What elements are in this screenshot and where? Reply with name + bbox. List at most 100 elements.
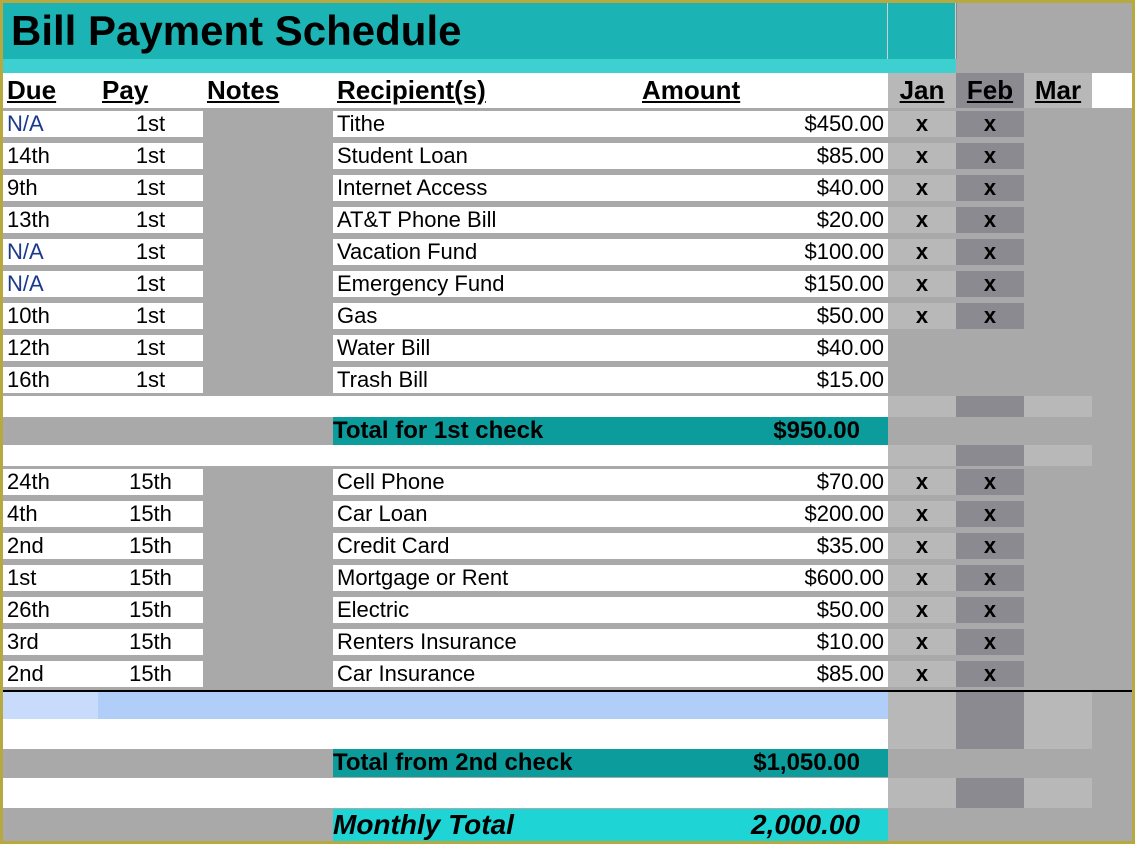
amount-cell[interactable]: $70.00 (638, 469, 888, 495)
feb-cell[interactable]: x (956, 271, 1024, 297)
page-title: Bill Payment Schedule (3, 3, 888, 59)
recipient-cell[interactable]: Gas (333, 303, 638, 329)
jan-cell[interactable]: x (888, 533, 956, 559)
jan-cell[interactable]: x (888, 239, 956, 265)
recipient-cell[interactable]: Car Insurance (333, 661, 638, 687)
pay-cell[interactable]: 15th (98, 501, 203, 527)
amount-cell[interactable]: $85.00 (638, 143, 888, 169)
jan-cell[interactable]: x (888, 175, 956, 201)
feb-cell[interactable]: x (956, 207, 1024, 233)
amount-cell[interactable]: $600.00 (638, 565, 888, 591)
title-row: Bill Payment Schedule (3, 3, 1132, 59)
pay-cell[interactable]: 1st (98, 271, 203, 297)
pay-cell[interactable]: 1st (98, 111, 203, 137)
due-cell[interactable]: 24th (3, 469, 98, 495)
amount-cell[interactable]: $10.00 (638, 629, 888, 655)
jan-cell[interactable]: x (888, 111, 956, 137)
pay-cell[interactable]: 1st (98, 143, 203, 169)
feb-cell[interactable]: x (956, 661, 1024, 687)
amount-cell[interactable]: $35.00 (638, 533, 888, 559)
due-cell[interactable]: N/A (3, 239, 98, 265)
feb-cell[interactable]: x (956, 501, 1024, 527)
due-cell[interactable]: 4th (3, 501, 98, 527)
amount-cell[interactable]: $150.00 (638, 271, 888, 297)
recipient-cell[interactable]: Student Loan (333, 143, 638, 169)
due-cell[interactable]: N/A (3, 271, 98, 297)
amount-cell[interactable]: $200.00 (638, 501, 888, 527)
due-cell[interactable]: 14th (3, 143, 98, 169)
recipient-cell[interactable]: Trash Bill (333, 367, 638, 393)
recipient-cell[interactable]: Electric (333, 597, 638, 623)
recipient-cell[interactable]: Credit Card (333, 533, 638, 559)
pay-cell[interactable]: 15th (98, 629, 203, 655)
table-row: 16th1st Trash Bill$15.00 (3, 364, 1132, 396)
due-cell[interactable]: 12th (3, 335, 98, 361)
recipient-cell[interactable]: Internet Access (333, 175, 638, 201)
table-row: 9th1stInternet Access$40.00xx (3, 172, 1132, 204)
amount-cell[interactable]: $100.00 (638, 239, 888, 265)
due-cell[interactable]: 10th (3, 303, 98, 329)
recipient-cell[interactable]: Mortgage or Rent (333, 565, 638, 591)
due-cell[interactable]: 13th (3, 207, 98, 233)
due-cell[interactable]: 26th (3, 597, 98, 623)
recipient-cell[interactable]: Emergency Fund (333, 271, 638, 297)
pay-cell[interactable]: 1st (98, 367, 203, 393)
amount-cell[interactable]: $50.00 (638, 303, 888, 329)
pay-cell[interactable]: 1st (98, 207, 203, 233)
recipient-cell[interactable]: AT&T Phone Bill (333, 207, 638, 233)
feb-cell[interactable]: x (956, 175, 1024, 201)
monthly-amount: 2,000.00 (638, 809, 888, 841)
jan-cell[interactable]: x (888, 469, 956, 495)
recipient-cell[interactable]: Vacation Fund (333, 239, 638, 265)
feb-cell[interactable]: x (956, 597, 1024, 623)
jan-cell[interactable]: x (888, 303, 956, 329)
teal-spacer-row (3, 59, 1132, 73)
jan-cell[interactable]: x (888, 661, 956, 687)
jan-cell[interactable]: x (888, 207, 956, 233)
amount-cell[interactable]: $40.00 (638, 175, 888, 201)
table-row: N/A1stEmergency Fund$150.00xx (3, 268, 1132, 300)
pay-cell[interactable]: 1st (98, 175, 203, 201)
jan-cell[interactable]: x (888, 629, 956, 655)
jan-cell[interactable]: x (888, 271, 956, 297)
pay-cell[interactable]: 15th (98, 533, 203, 559)
pay-cell[interactable]: 15th (98, 597, 203, 623)
due-cell[interactable]: N/A (3, 111, 98, 137)
feb-cell[interactable]: x (956, 533, 1024, 559)
feb-cell[interactable]: x (956, 143, 1024, 169)
due-cell[interactable]: 3rd (3, 629, 98, 655)
jan-cell[interactable]: x (888, 597, 956, 623)
recipient-cell[interactable]: Renters Insurance (333, 629, 638, 655)
due-cell[interactable]: 9th (3, 175, 98, 201)
recipient-cell[interactable]: Car Loan (333, 501, 638, 527)
jan-cell[interactable]: x (888, 143, 956, 169)
amount-cell[interactable]: $40.00 (638, 335, 888, 361)
pay-cell[interactable]: 1st (98, 303, 203, 329)
amount-cell[interactable]: $15.00 (638, 367, 888, 393)
amount-cell[interactable]: $450.00 (638, 111, 888, 137)
header-notes: Notes (203, 73, 333, 108)
feb-cell[interactable]: x (956, 303, 1024, 329)
recipient-cell[interactable]: Cell Phone (333, 469, 638, 495)
jan-cell[interactable]: x (888, 565, 956, 591)
due-cell[interactable]: 2nd (3, 533, 98, 559)
due-cell[interactable]: 2nd (3, 661, 98, 687)
amount-cell[interactable]: $20.00 (638, 207, 888, 233)
feb-cell[interactable]: x (956, 111, 1024, 137)
feb-cell[interactable]: x (956, 239, 1024, 265)
feb-cell[interactable]: x (956, 629, 1024, 655)
recipient-cell[interactable]: Water Bill (333, 335, 638, 361)
pay-cell[interactable]: 15th (98, 565, 203, 591)
due-cell[interactable]: 16th (3, 367, 98, 393)
recipient-cell[interactable]: Tithe (333, 111, 638, 137)
pay-cell[interactable]: 1st (98, 239, 203, 265)
pay-cell[interactable]: 15th (98, 661, 203, 687)
due-cell[interactable]: 1st (3, 565, 98, 591)
amount-cell[interactable]: $50.00 (638, 597, 888, 623)
jan-cell[interactable]: x (888, 501, 956, 527)
feb-cell[interactable]: x (956, 565, 1024, 591)
feb-cell[interactable]: x (956, 469, 1024, 495)
amount-cell[interactable]: $85.00 (638, 661, 888, 687)
pay-cell[interactable]: 15th (98, 469, 203, 495)
pay-cell[interactable]: 1st (98, 335, 203, 361)
